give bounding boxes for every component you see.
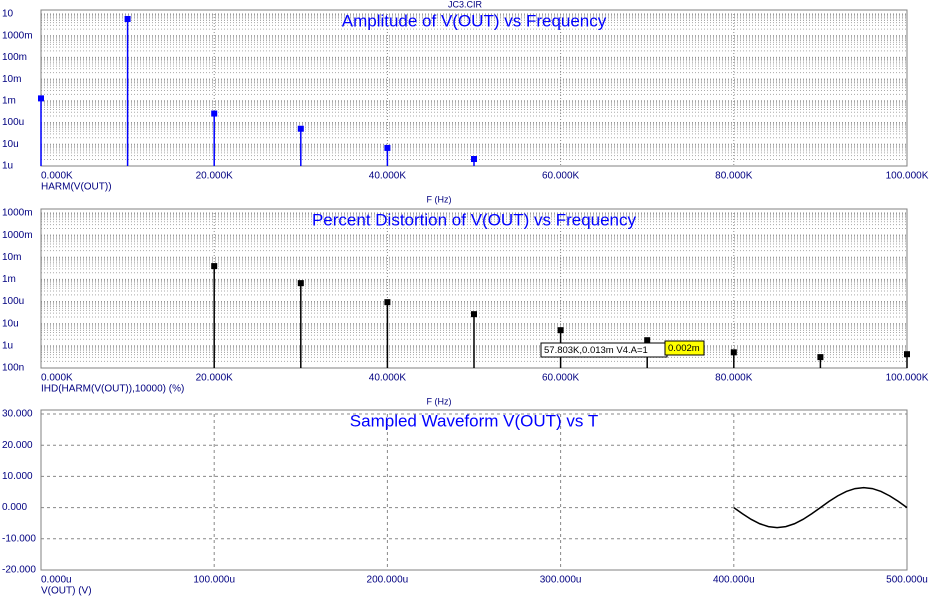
y-tick-label: 1000m [2,30,33,41]
stem-marker [124,15,131,22]
x-tick-label: 80.000K [715,171,753,182]
x-axis-label: F (Hz) [427,396,452,406]
stem-marker [384,299,391,306]
y-tick-label: 0.000 [2,502,27,513]
x-tick-label: 500.000u [886,575,928,586]
y-tick-label: 10m [2,74,21,85]
y-tick-label: 1000m [2,208,33,219]
x-tick-label: 60.000K [542,373,580,384]
x-tick-label: 40.000K [369,171,407,182]
x-axis-label: F (Hz) [427,194,452,204]
y-tick-label: 1m [2,95,16,106]
annotation: 0.002m [668,343,700,354]
y-tick-label: 10u [2,318,19,329]
x-tick-label: 0.000K [41,373,73,384]
stem-marker [297,280,304,287]
x-tick-label: 200.000u [367,575,409,586]
y-tick-label: 100m [2,52,27,63]
legend-label: V(OUT) (V) [41,586,92,596]
y-tick-label: 100u [2,117,24,128]
chart-title: Amplitude of V(OUT) vs Frequency [342,11,607,30]
x-tick-label: 100.000u [193,575,235,586]
x-tick-label: 20.000K [196,373,234,384]
y-tick-label: -20.000 [2,565,36,576]
stem-marker [904,351,910,358]
stem-marker [730,349,737,356]
waveform-line [733,486,908,529]
y-tick-label: 1m [2,274,16,285]
stem-marker [471,156,477,163]
y-tick-label: 30.000 [2,409,33,420]
x-tick-label: 0.000u [41,575,72,586]
stem-marker [38,95,44,102]
legend-label: IHD(HARM(V(OUT)),10000) (%) [41,384,184,395]
y-tick-label: 20.000 [2,440,33,451]
y-tick-label: 1u [2,161,13,172]
x-tick-label: 60.000K [542,171,580,182]
stem-marker [644,337,651,344]
x-tick-label: 20.000K [196,171,234,182]
stem-marker [297,125,304,132]
x-tick-label: 100.000K [886,373,929,384]
stem-marker [384,144,391,151]
stem-marker [211,263,218,270]
annotation-box [664,340,705,356]
y-tick-label: 10 [2,9,14,20]
window-title: JC3.CIR [448,0,483,9]
stem-marker [817,354,824,361]
stem-marker [211,110,218,117]
y-tick-label: 1000m [2,230,33,241]
y-tick-label: 100n [2,363,24,374]
legend-label: HARM(V(OUT)) [41,182,112,193]
y-tick-label: 1u [2,340,13,351]
x-tick-label: 300.000u [540,575,582,586]
y-tick-label: 10m [2,252,21,263]
stem-marker [471,311,477,318]
stem-marker [557,327,564,334]
x-tick-label: 100.000K [886,171,929,182]
y-tick-label: 10.000 [2,471,33,482]
plot-frame [40,409,908,571]
x-tick-label: 0.000K [41,171,73,182]
y-tick-label: 10u [2,139,19,150]
x-tick-label: 40.000K [369,373,407,384]
annotation: 57.803K,0.013m V4.A=1 [544,345,648,356]
y-tick-label: -10.000 [2,533,36,544]
chart-title: Sampled Waveform V(OUT) vs T [350,411,598,430]
chart-title: Percent Distortion of V(OUT) vs Frequenc… [312,210,637,229]
x-tick-label: 80.000K [715,373,753,384]
y-tick-label: 100u [2,296,24,307]
x-tick-label: 400.000u [713,575,755,586]
